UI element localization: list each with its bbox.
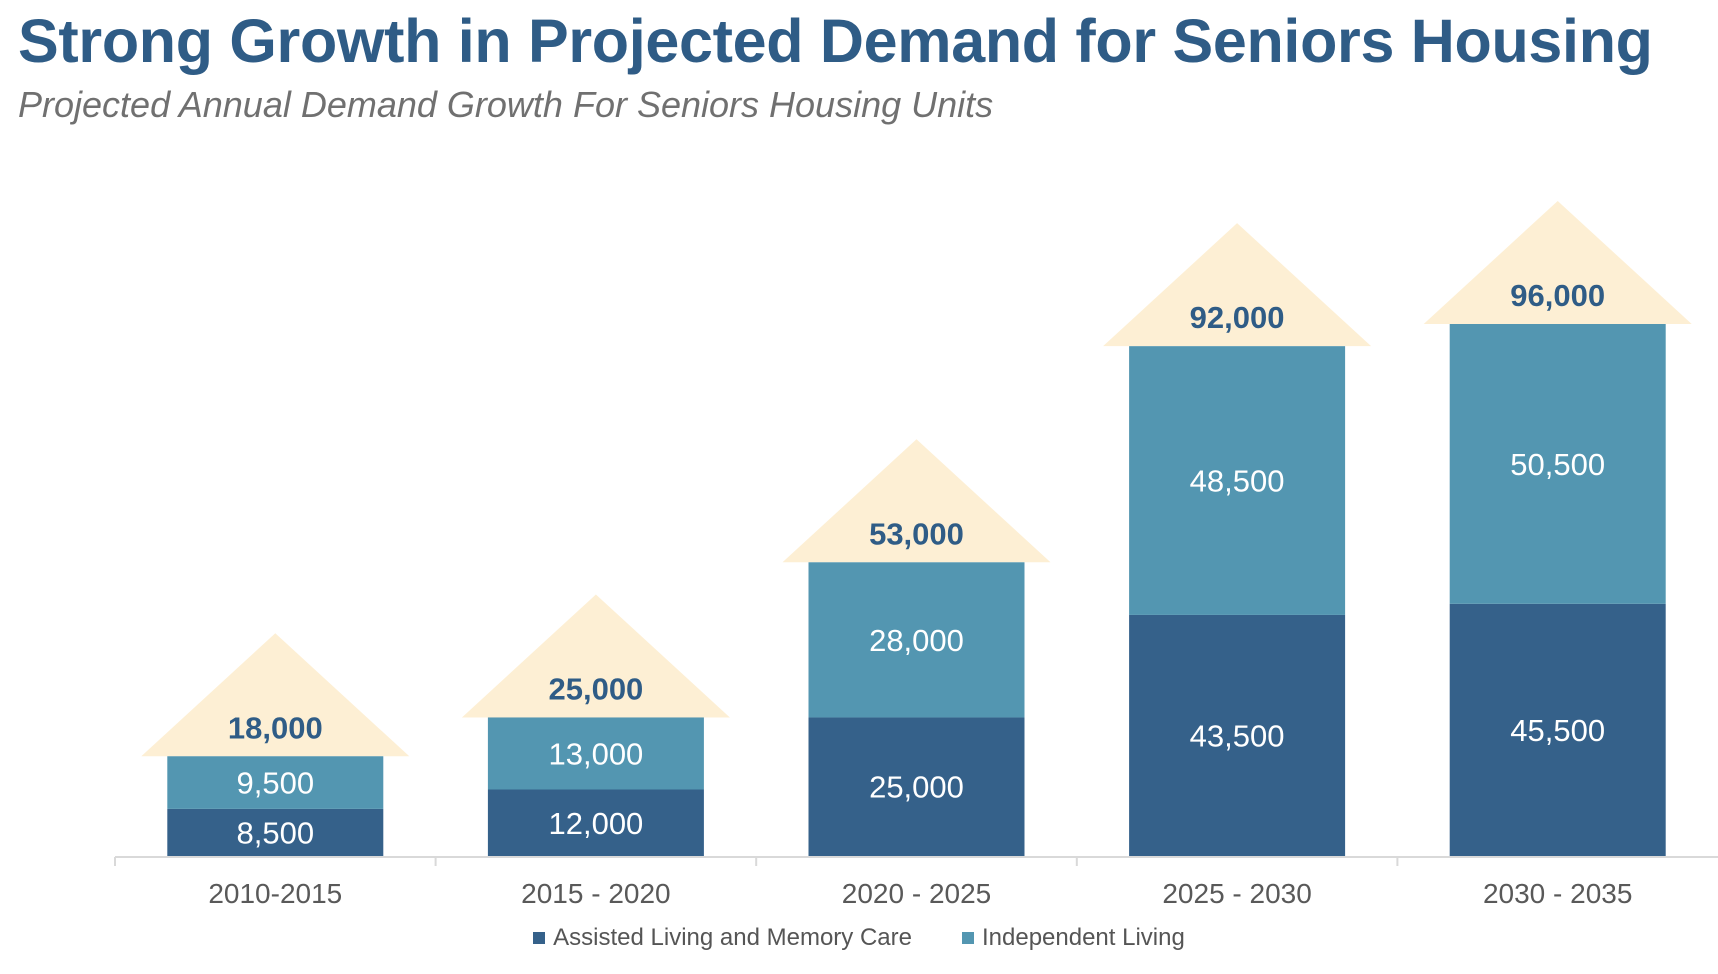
- chart-title: Strong Growth in Projected Demand for Se…: [18, 7, 1653, 75]
- house-roof: [1423, 201, 1692, 324]
- chart-legend: Assisted Living and Memory Care Independ…: [0, 924, 1718, 952]
- legend-label-assisted: Assisted Living and Memory Care: [553, 924, 912, 951]
- bar-assisted-living: [487, 789, 704, 856]
- bar-independent-living: [167, 756, 384, 809]
- data-label-independent: 50,500: [1510, 447, 1605, 482]
- data-label-independent: 9,500: [237, 766, 315, 801]
- bar-independent-living: [808, 562, 1025, 718]
- data-label-independent: 48,500: [1190, 464, 1285, 499]
- x-tick-label: 2010-2015: [208, 878, 342, 909]
- x-tick-label: 2025 - 2030: [1162, 878, 1311, 909]
- data-label-independent: 28,000: [869, 623, 964, 658]
- x-tick-label: 2020 - 2025: [842, 878, 991, 909]
- legend-item-assisted: Assisted Living and Memory Care: [533, 924, 912, 952]
- data-label-assisted: 45,500: [1510, 713, 1605, 748]
- house-roof: [461, 594, 730, 718]
- bar-assisted-living: [1129, 614, 1346, 856]
- total-label: 53,000: [869, 516, 964, 551]
- total-label: 25,000: [548, 671, 643, 706]
- house-roof: [141, 633, 410, 757]
- data-label-assisted: 12,000: [548, 806, 643, 841]
- data-label-assisted: 25,000: [869, 770, 964, 805]
- legend-item-independent: Independent Living: [961, 924, 1185, 952]
- legend-swatch-assisted: [533, 932, 546, 944]
- house-roof: [1103, 223, 1372, 347]
- chart-subtitle: Projected Annual Demand Growth For Senio…: [18, 84, 994, 125]
- bar-assisted-living: [167, 808, 384, 856]
- total-label: 92,000: [1190, 300, 1285, 335]
- bar-independent-living: [1129, 346, 1346, 615]
- x-tick-label: 2015 - 2020: [521, 878, 670, 909]
- house-roof: [782, 439, 1051, 563]
- legend-swatch-independent: [961, 932, 974, 944]
- bar-independent-living: [1449, 324, 1666, 604]
- data-label-assisted: 43,500: [1190, 718, 1285, 753]
- data-label-assisted: 8,500: [237, 815, 315, 850]
- total-label: 18,000: [228, 710, 323, 745]
- total-label: 96,000: [1510, 278, 1605, 313]
- data-label-independent: 13,000: [548, 736, 643, 771]
- bar-independent-living: [487, 717, 704, 790]
- bar-assisted-living: [808, 717, 1025, 856]
- legend-label-independent: Independent Living: [981, 924, 1185, 951]
- bar-assisted-living: [1449, 603, 1666, 856]
- x-tick-label: 2030 - 2035: [1483, 878, 1632, 909]
